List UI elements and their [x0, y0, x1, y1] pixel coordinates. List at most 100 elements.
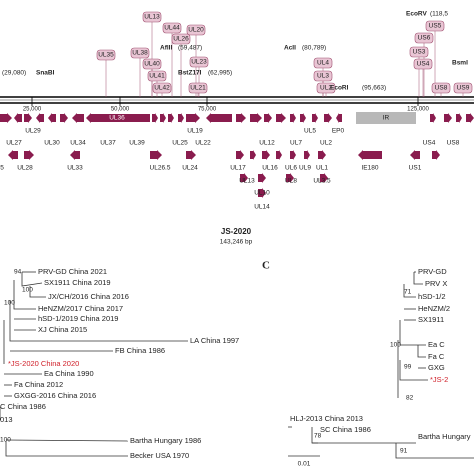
- gene-box: [189, 56, 209, 68]
- gene-arrow: [290, 150, 296, 160]
- leaf-label: HLJ-2013 China 2013: [290, 414, 363, 423]
- site-label: BsmI: [452, 60, 468, 67]
- leaf-label: XJ China 2015: [38, 325, 87, 334]
- gene-box-label: US9: [457, 85, 470, 92]
- gene-label: 5: [0, 165, 4, 172]
- gene-box-label: UL42: [154, 85, 170, 92]
- leaf-label: hSD-1/2: [418, 292, 446, 301]
- gene-label: UL7: [290, 140, 302, 147]
- gene-box-label: UL26: [173, 36, 189, 43]
- genome-length: 143,246 bp: [220, 239, 253, 246]
- gene-arrow: [0, 113, 12, 123]
- gene-label: UL30: [44, 140, 60, 147]
- gene-arrow: [86, 113, 150, 123]
- support-value: 71: [404, 289, 412, 296]
- gene-arrow: [152, 113, 158, 123]
- gene-label: UL12: [259, 140, 275, 147]
- site-label: BstZ17I: [178, 70, 202, 77]
- genome-axis: [0, 96, 474, 124]
- gene-box-label: UL44: [164, 25, 180, 32]
- support-value: 100: [0, 437, 11, 444]
- leaf-label: SX1911: [418, 315, 444, 324]
- gene-box-label: UL4: [317, 60, 329, 67]
- gene-arrow: [286, 173, 294, 183]
- gene-box: [431, 82, 451, 94]
- gene-label: UL8: [285, 178, 297, 185]
- genome-name: JS-2020: [221, 227, 252, 236]
- gene-arrow: [206, 113, 232, 123]
- gene-arrow: [318, 150, 326, 160]
- gene-label: UL1: [316, 165, 328, 172]
- gene-label: UL24: [182, 165, 198, 172]
- gene-label: UL34: [70, 140, 86, 147]
- gene-arrow: [186, 150, 196, 160]
- gene-arrow: [24, 113, 32, 123]
- leaf-label: JX/CH/2016 China 2016: [48, 292, 129, 301]
- gene-label: UL25: [172, 140, 188, 147]
- gene-box: [96, 49, 116, 61]
- gene-label: US1: [409, 165, 422, 172]
- axis-label: 75,000: [198, 107, 217, 113]
- gene-label: IE180: [362, 165, 379, 172]
- gene-label: US8: [447, 140, 460, 147]
- gene-box-label: UL38: [132, 50, 148, 57]
- gene-label: UL6: [285, 165, 297, 172]
- gene-arrow: [324, 113, 332, 123]
- gene-box-label: UL20: [188, 27, 204, 34]
- site-label: (29,080): [2, 70, 26, 77]
- gene-box: [130, 47, 150, 59]
- gene-label: US4: [423, 140, 436, 147]
- gene-box: [147, 70, 167, 82]
- gene-arrow: [276, 113, 286, 123]
- gene-label: UL37: [100, 140, 116, 147]
- gene-box: [152, 82, 172, 94]
- site-label: (62,995): [208, 70, 232, 77]
- support-value: 94: [14, 269, 22, 276]
- gene-label: EP0: [332, 128, 345, 135]
- gene-arrow: [410, 150, 420, 160]
- leaf-label: Ea China 1990: [44, 369, 94, 378]
- site-label: (80,789): [302, 45, 326, 52]
- gene-box: [186, 24, 206, 36]
- gene-arrow: [276, 150, 282, 160]
- gene-box: [414, 32, 434, 44]
- gene-arrow: [72, 113, 84, 123]
- gene-label: UL3.5: [313, 178, 331, 185]
- gene-arrow: [456, 113, 462, 123]
- axis-label: 25,000: [23, 107, 42, 113]
- site-label: (59,487): [178, 45, 202, 52]
- site-label: AflII: [160, 45, 172, 52]
- gene-arrow: [178, 113, 184, 123]
- leaf-label: HeNZM/2017 China 2017: [38, 304, 123, 313]
- leaf-label: Fa C: [428, 352, 445, 361]
- gene-box: [409, 46, 429, 58]
- leaf-label: HeNZM/2: [418, 304, 450, 313]
- gene-arrow: [236, 150, 244, 160]
- leaf-label: Becker USA 1970: [130, 451, 189, 460]
- site-label: EcoRI: [330, 85, 349, 92]
- site-label: AcII: [284, 45, 296, 52]
- leaf-label: hSD-1/2019 China 2019: [38, 314, 118, 323]
- gene-arrow: [240, 173, 248, 183]
- gene-arrow: [320, 173, 328, 183]
- gene-arrow: [432, 150, 440, 160]
- gene-arrow: [358, 150, 382, 160]
- gene-arrow: [14, 113, 22, 123]
- gene-arrow: [36, 113, 44, 123]
- support-value: 100: [390, 342, 401, 349]
- gene-box: [171, 33, 191, 45]
- gene-box: [142, 58, 162, 70]
- gene-box-label: US6: [418, 35, 431, 42]
- leaf-label: PRV-GD China 2021: [38, 267, 107, 276]
- gene-arrow: [8, 150, 18, 160]
- gene-arrow: [430, 113, 436, 123]
- gene-arrow: [312, 113, 318, 123]
- gene-arrow: [262, 150, 270, 160]
- leaf-label: Fa China 2012: [14, 380, 63, 389]
- leaf-label: *JS-2: [430, 375, 448, 384]
- axis-label: 50,000: [111, 107, 130, 113]
- gene-label: UL13: [239, 178, 255, 185]
- gene-box-label: UL41: [149, 73, 165, 80]
- leaf-label: Ea C: [428, 340, 445, 349]
